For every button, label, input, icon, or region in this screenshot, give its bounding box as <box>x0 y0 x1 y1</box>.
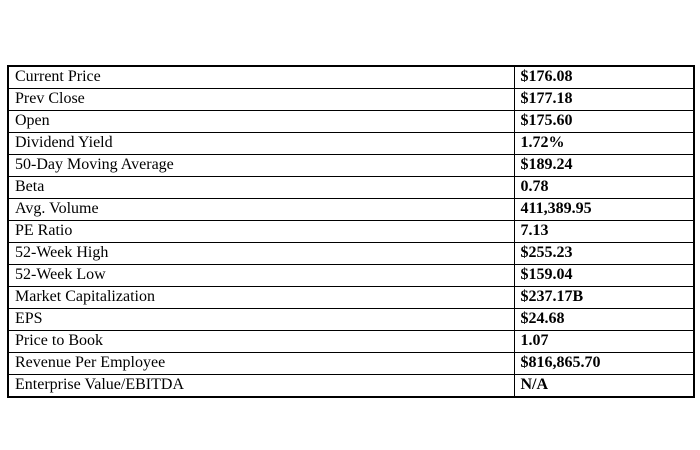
metric-label: Dividend Yield <box>7 132 515 155</box>
metric-label: Price to Book <box>7 330 515 353</box>
metric-label: Market Capitalization <box>7 286 515 309</box>
metric-value: 1.72% <box>513 132 695 155</box>
metric-label: Revenue Per Employee <box>7 352 515 375</box>
metric-value: 0.78 <box>513 176 695 199</box>
metric-label: Prev Close <box>7 88 515 111</box>
metric-label: PE Ratio <box>7 220 515 243</box>
table-row: Enterprise Value/EBITDA N/A <box>7 374 695 398</box>
metric-value: $255.23 <box>513 242 695 265</box>
table-row: Current Price $176.08 <box>7 65 695 89</box>
table-row: Dividend Yield 1.72% <box>7 132 695 155</box>
table-row: 52-Week Low $159.04 <box>7 264 695 287</box>
table-row: Avg. Volume 411,389.95 <box>7 198 695 221</box>
metric-value: $24.68 <box>513 308 695 331</box>
metric-value: $177.18 <box>513 88 695 111</box>
table-row: Open $175.60 <box>7 110 695 133</box>
metric-label: 50-Day Moving Average <box>7 154 515 177</box>
metric-label: Beta <box>7 176 515 199</box>
metric-value: 1.07 <box>513 330 695 353</box>
metric-label: 52-Week Low <box>7 264 515 287</box>
metric-label: Enterprise Value/EBITDA <box>7 374 515 398</box>
metric-value: $159.04 <box>513 264 695 287</box>
table-row: Revenue Per Employee $816,865.70 <box>7 352 695 375</box>
metric-value: $175.60 <box>513 110 695 133</box>
table-row: EPS $24.68 <box>7 308 695 331</box>
metric-label: EPS <box>7 308 515 331</box>
table-row: 50-Day Moving Average $189.24 <box>7 154 695 177</box>
metric-value: $176.08 <box>513 65 695 89</box>
table-row: Beta 0.78 <box>7 176 695 199</box>
metric-value: 7.13 <box>513 220 695 243</box>
table-row: Prev Close $177.18 <box>7 88 695 111</box>
metric-label: Current Price <box>7 65 515 89</box>
table-row: Price to Book 1.07 <box>7 330 695 353</box>
table-row: PE Ratio 7.13 <box>7 220 695 243</box>
table-row: Market Capitalization $237.17B <box>7 286 695 309</box>
metric-value: $189.24 <box>513 154 695 177</box>
metric-value: 411,389.95 <box>513 198 695 221</box>
metric-value: N/A <box>513 374 695 398</box>
metric-label: Open <box>7 110 515 133</box>
table-row: 52-Week High $255.23 <box>7 242 695 265</box>
metric-label: 52-Week High <box>7 242 515 265</box>
stock-metrics-table: Current Price $176.08 Prev Close $177.18… <box>7 65 695 398</box>
metric-value: $816,865.70 <box>513 352 695 375</box>
metric-label: Avg. Volume <box>7 198 515 221</box>
metric-value: $237.17B <box>513 286 695 309</box>
